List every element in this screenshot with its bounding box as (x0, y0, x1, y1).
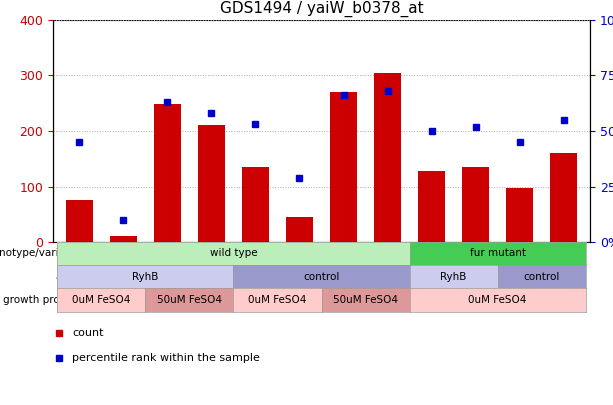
Text: RyhB: RyhB (132, 271, 159, 281)
Text: 0uM FeSO4: 0uM FeSO4 (468, 295, 527, 305)
Text: percentile rank within the sample: percentile rank within the sample (72, 354, 260, 363)
Bar (462, 167, 489, 242)
Bar (110, 237, 137, 242)
Bar (242, 167, 268, 242)
Bar (506, 188, 533, 242)
Text: RyhB: RyhB (440, 271, 466, 281)
Bar (66, 200, 93, 242)
Text: count: count (72, 328, 104, 337)
Bar (286, 217, 313, 242)
Text: 50uM FeSO4: 50uM FeSO4 (333, 295, 398, 305)
Text: agent: agent (56, 271, 86, 281)
Bar (550, 153, 577, 242)
Bar (375, 73, 401, 242)
Text: 50uM FeSO4: 50uM FeSO4 (157, 295, 222, 305)
Bar (198, 126, 224, 242)
Text: fur mutant: fur mutant (470, 249, 525, 258)
Text: 0uM FeSO4: 0uM FeSO4 (72, 295, 131, 305)
Text: genotype/variation: genotype/variation (0, 249, 86, 258)
Bar (154, 104, 181, 242)
Bar (418, 171, 445, 242)
Text: growth protocol: growth protocol (4, 295, 86, 305)
Bar (330, 92, 357, 242)
Text: control: control (303, 271, 340, 281)
Text: 0uM FeSO4: 0uM FeSO4 (248, 295, 306, 305)
Title: GDS1494 / yaiW_b0378_at: GDS1494 / yaiW_b0378_at (219, 1, 424, 17)
Text: wild type: wild type (210, 249, 257, 258)
Text: control: control (524, 271, 560, 281)
